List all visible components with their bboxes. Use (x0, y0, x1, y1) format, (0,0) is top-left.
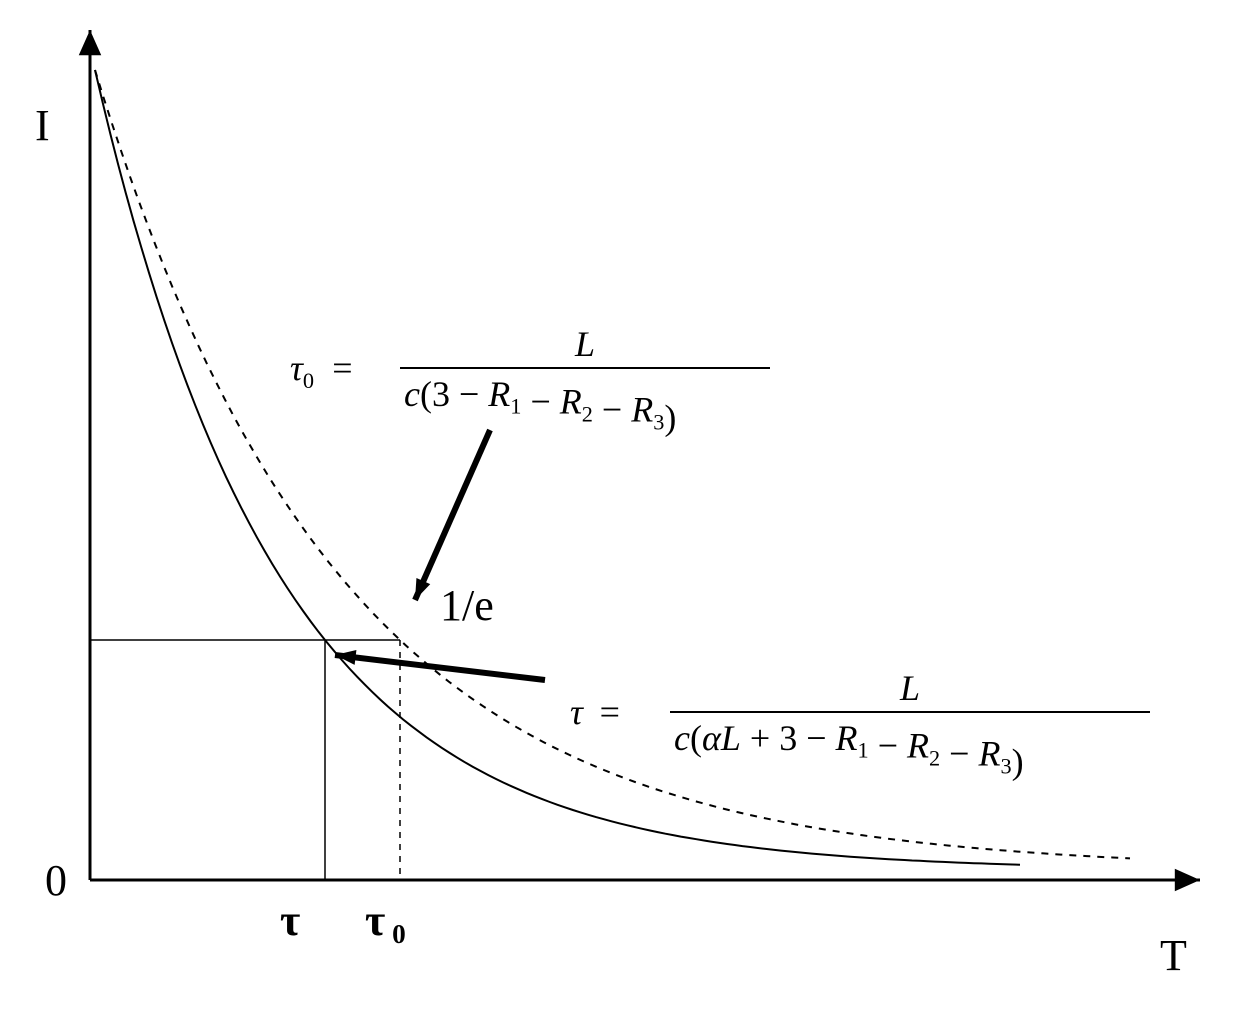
svg-text:τ: τ (570, 692, 584, 732)
svg-text:L: L (574, 324, 595, 364)
chart-background (0, 0, 1240, 1010)
tick-label-tau: τ (280, 896, 300, 945)
svg-text:=: = (332, 348, 352, 388)
svg-text:=: = (600, 692, 620, 732)
origin-label: 0 (45, 856, 67, 905)
x-axis-label: T (1160, 931, 1187, 980)
svg-text:L: L (899, 668, 920, 708)
label-1-over-e: 1/e (440, 581, 494, 630)
y-axis-label: I (35, 101, 50, 150)
